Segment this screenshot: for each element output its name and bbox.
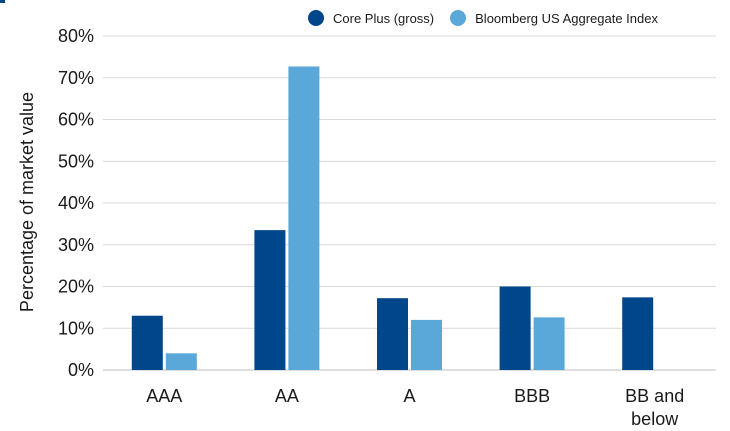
y-tick-label: 50%	[58, 151, 94, 171]
x-tick-label: BB and	[625, 386, 684, 406]
y-tick-label: 30%	[58, 235, 94, 255]
y-axis-label: Percentage of market value	[17, 92, 37, 312]
y-tick-label: 0%	[68, 360, 94, 380]
bar-bloomberg	[533, 317, 565, 370]
gridlines	[103, 35, 716, 371]
legend-label-core-plus: Core Plus (gross)	[333, 10, 435, 26]
x-tick-label: BBB	[514, 386, 550, 406]
bar-core-plus	[499, 286, 531, 370]
x-tick-label: AAA	[146, 386, 182, 406]
bar-core-plus	[254, 230, 286, 370]
y-tick-label: 10%	[58, 318, 94, 338]
y-tick-label: 40%	[58, 193, 94, 213]
x-tick-label: AA	[275, 386, 299, 406]
corner-mark	[0, 0, 5, 3]
y-tick-label: 60%	[58, 110, 94, 130]
y-tick-label: 70%	[58, 68, 94, 88]
bar-core-plus	[377, 298, 408, 370]
legend-label-bloomberg: Bloomberg US Aggregate Index	[475, 10, 658, 26]
bar-bloomberg	[288, 66, 320, 370]
y-tick-label: 20%	[58, 277, 94, 297]
bar-core-plus	[622, 297, 654, 370]
legend-swatch-bloomberg	[450, 10, 467, 26]
bar-core-plus	[131, 315, 163, 370]
legend-item-bloomberg: Bloomberg US Aggregate Index	[450, 10, 658, 26]
x-tick-label: A	[403, 386, 415, 406]
legend-swatch-core-plus	[308, 10, 324, 26]
bar-bloomberg	[165, 353, 197, 370]
bars	[131, 66, 654, 370]
bar-bloomberg	[411, 319, 442, 370]
y-tick-label: 80%	[58, 26, 94, 46]
chart-legend: Core Plus (gross) Bloomberg US Aggregate…	[308, 8, 674, 28]
x-tick-label: below	[631, 409, 679, 429]
y-axis-ticks: 0% 10% 20% 30% 40% 50% 60% 70% 80%	[58, 26, 94, 380]
legend-item-core-plus: Core Plus (gross)	[308, 10, 434, 26]
